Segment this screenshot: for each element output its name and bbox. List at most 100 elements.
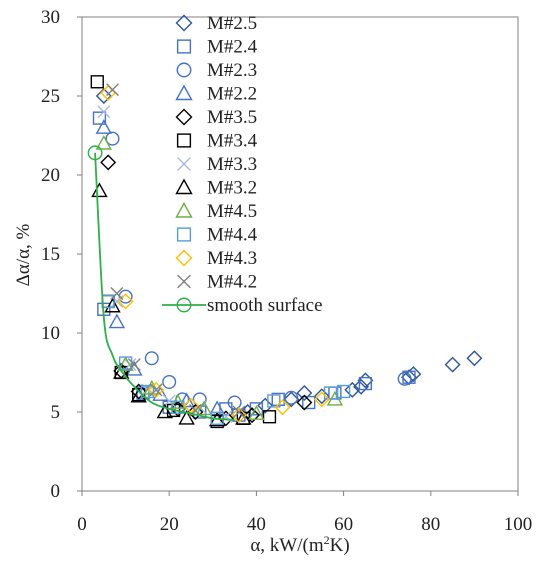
data-point (92, 111, 107, 125)
data-point (248, 405, 265, 420)
data-point (171, 400, 185, 414)
data-point (148, 381, 165, 398)
legend-item: M#4.4 (176, 225, 258, 246)
data-series (87, 75, 483, 429)
legend-marker (176, 133, 192, 148)
y-tick-label: 0 (51, 481, 61, 502)
legend-marker (175, 249, 193, 267)
legend-label: M#2.2 (207, 84, 257, 105)
legend-label: M#3.5 (207, 107, 257, 128)
data-point (262, 410, 277, 424)
x-tick-label: 100 (504, 514, 533, 535)
data-point (127, 358, 141, 372)
legend-item: M#3.5 (175, 107, 257, 128)
y-tick-label: 15 (41, 244, 60, 265)
plot-frame (81, 16, 519, 492)
legend-marker (176, 62, 192, 78)
legend-marker (176, 227, 192, 242)
legend-label: M#2.5 (207, 13, 257, 34)
data-point (162, 374, 177, 389)
data-point (95, 119, 112, 134)
legend-label: M#4.2 (207, 272, 257, 293)
data-point (358, 376, 373, 391)
data-point (110, 287, 124, 300)
x-axis-label-superscript: 2 (324, 533, 330, 547)
data-point (118, 356, 133, 370)
legend-label: M#3.2 (207, 178, 257, 199)
data-point (344, 381, 361, 398)
data-point (97, 105, 111, 119)
data-point (336, 384, 351, 399)
legend-marker (175, 14, 193, 32)
data-point (230, 407, 247, 424)
legend-marker (175, 84, 193, 101)
legend-label: M#3.4 (207, 131, 258, 152)
data-point (95, 134, 112, 150)
data-point (90, 75, 104, 89)
series-smooth-surface (87, 145, 235, 421)
data-point (149, 383, 163, 397)
legend-item: M#4.2 (177, 272, 257, 293)
data-point (105, 131, 120, 146)
data-point (397, 371, 412, 386)
data-point (267, 394, 281, 408)
x-tick-label: 40 (247, 514, 266, 535)
data-point (323, 386, 338, 400)
legend-label: M#4.3 (207, 248, 257, 269)
data-point (296, 394, 313, 411)
data-point (195, 400, 213, 416)
legend-item: smooth surface (162, 295, 323, 316)
legend-label: M#4.5 (207, 201, 257, 222)
series-m-2-3 (105, 131, 412, 410)
data-point (100, 154, 117, 171)
legend-item: M#2.3 (176, 60, 257, 81)
legend-item: M#2.2 (175, 84, 257, 105)
series-m-3-2 (91, 182, 252, 427)
data-point (235, 409, 252, 425)
legend-item: M#4.3 (175, 248, 257, 269)
legend-label: smooth surface (207, 295, 323, 316)
legend-label: M#3.3 (207, 154, 257, 175)
y-tick-label: 10 (41, 323, 60, 344)
y-tick-label: 25 (41, 86, 60, 107)
legend-marker (176, 297, 192, 313)
data-point (106, 83, 119, 97)
data-point (87, 145, 103, 161)
data-point (232, 405, 246, 419)
data-point (444, 356, 461, 373)
data-point (313, 388, 330, 405)
legend-item: M#2.4 (176, 37, 258, 58)
data-point (117, 293, 134, 310)
data-point (140, 384, 155, 399)
y-tick-label: 5 (51, 402, 61, 423)
legend-item: M#3.3 (177, 154, 257, 175)
data-point (113, 364, 130, 379)
x-axis-label: α, kW/(m2K) (250, 533, 349, 556)
legend-marker (175, 178, 193, 195)
legend-label: M#2.4 (207, 37, 258, 58)
data-point (284, 390, 299, 405)
legend-item: M#4.5 (175, 201, 257, 222)
data-point (227, 395, 242, 410)
data-point (108, 313, 126, 329)
data-point (178, 409, 195, 425)
y-tick-label: 20 (41, 165, 60, 186)
data-point (274, 399, 291, 416)
legend-marker (175, 202, 193, 218)
data-point (144, 351, 159, 366)
legend-item: M#3.2 (175, 178, 257, 199)
legend-marker (177, 157, 191, 171)
x-tick-label: 80 (421, 514, 440, 535)
axes: 0 20 40 60 80 100 0 5 10 15 20 25 30 (41, 7, 532, 535)
data-point (156, 403, 174, 419)
series-m-2-5 (95, 88, 483, 420)
data-point (296, 385, 313, 402)
data-point (91, 182, 108, 198)
data-point (117, 356, 134, 371)
legend-marker (177, 274, 191, 289)
x-tick-label: 60 (334, 514, 353, 535)
smooth-surface-curve (94, 152, 235, 421)
data-point (353, 378, 370, 395)
